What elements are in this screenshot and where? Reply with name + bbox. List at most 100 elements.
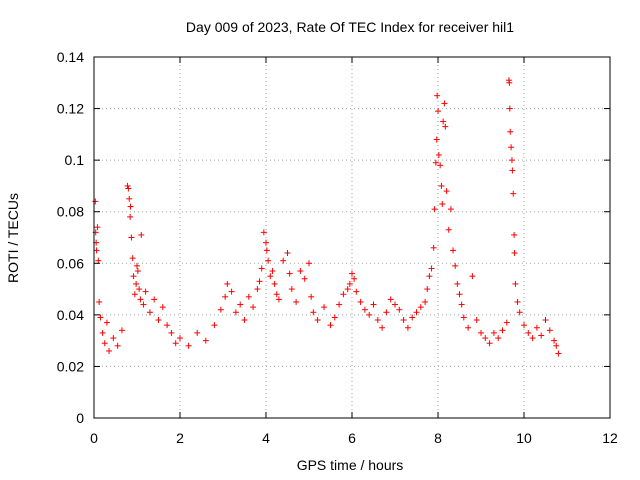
y-tick-label: 0.14 — [57, 49, 84, 65]
data-point — [258, 265, 265, 272]
data-point — [217, 306, 224, 313]
data-point — [443, 188, 450, 195]
data-point — [134, 268, 141, 275]
data-point — [353, 288, 360, 295]
data-point — [404, 324, 411, 331]
data-point — [478, 329, 484, 336]
data-point — [211, 322, 218, 329]
data-point — [460, 314, 467, 321]
chart-title: Day 009 of 2023, Rate Of TEC Index for r… — [186, 19, 514, 35]
data-point — [439, 200, 446, 207]
data-point — [370, 301, 377, 308]
data-point — [357, 298, 364, 305]
data-point — [99, 329, 106, 336]
data-point — [228, 288, 235, 295]
data-point — [507, 128, 514, 135]
data-point — [185, 342, 192, 349]
y-axis-label: ROTI / TECUs — [5, 193, 21, 283]
data-point — [555, 350, 562, 357]
data-point — [110, 335, 117, 342]
data-point — [125, 185, 132, 192]
data-point — [237, 301, 244, 308]
data-point — [336, 301, 343, 308]
data-point — [486, 340, 493, 347]
data-point — [269, 268, 276, 275]
data-point — [273, 291, 280, 298]
data-point — [265, 257, 272, 264]
data-point — [435, 108, 441, 115]
y-tick-label: 0.12 — [57, 101, 84, 117]
data-point — [374, 317, 381, 324]
data-point — [431, 206, 438, 213]
data-point — [138, 231, 145, 238]
data-point — [469, 273, 476, 280]
plot-frame — [93, 56, 611, 419]
data-point — [127, 203, 134, 210]
data-point — [351, 275, 358, 282]
x-tick-label: 10 — [516, 430, 532, 446]
data-point — [450, 247, 457, 254]
data-point — [506, 105, 513, 112]
data-point — [224, 280, 231, 287]
data-point — [327, 322, 334, 329]
data-point — [426, 273, 433, 280]
x-tick-label: 12 — [602, 430, 618, 446]
data-point — [409, 314, 416, 321]
data-point — [93, 247, 100, 254]
x-axis-label: GPS time / hours — [297, 457, 404, 473]
data-point — [432, 159, 439, 166]
grid-lines — [94, 57, 610, 418]
x-tick-label: 0 — [90, 430, 98, 446]
data-point — [434, 92, 441, 99]
data-point — [499, 327, 506, 334]
data-point — [521, 322, 527, 329]
data-point — [250, 304, 257, 311]
y-tick-label: 0.08 — [57, 204, 84, 220]
data-point — [511, 249, 518, 256]
data-point — [202, 337, 209, 344]
data-point — [103, 319, 110, 326]
data-point — [551, 337, 558, 344]
data-point — [267, 273, 274, 280]
x-tick-label: 6 — [348, 430, 356, 446]
data-point — [127, 213, 134, 220]
y-tick-label: 0.1 — [65, 152, 85, 168]
data-point — [387, 296, 394, 303]
data-point — [361, 306, 368, 313]
data-point — [465, 324, 472, 331]
data-point — [383, 309, 390, 316]
data-point — [137, 296, 144, 303]
data-point — [495, 335, 502, 342]
data-point — [538, 332, 545, 339]
data-point — [95, 257, 102, 264]
data-point — [396, 306, 403, 313]
data-point — [456, 291, 463, 298]
data-point — [263, 239, 269, 246]
data-point — [440, 118, 447, 125]
data-point — [490, 329, 497, 336]
data-point — [245, 293, 252, 300]
data-point — [271, 280, 278, 287]
data-point — [101, 340, 108, 347]
data-point — [263, 247, 270, 254]
data-point — [553, 342, 560, 349]
data-point — [533, 324, 540, 331]
data-point — [529, 335, 536, 342]
data-point — [546, 327, 553, 334]
y-tick-labels: 0 0.02 0.04 0.06 0.08 0.1 0.12 0.14 — [57, 49, 84, 426]
data-point — [340, 291, 347, 298]
data-points — [92, 77, 562, 357]
data-point — [392, 301, 398, 308]
data-point — [321, 304, 328, 311]
data-point — [118, 327, 125, 334]
data-point — [168, 329, 175, 336]
data-point — [241, 317, 248, 324]
data-point — [130, 273, 137, 280]
data-point — [349, 270, 355, 277]
data-point — [438, 182, 445, 189]
data-point — [284, 249, 291, 256]
data-point — [506, 79, 513, 86]
data-point — [293, 298, 300, 305]
